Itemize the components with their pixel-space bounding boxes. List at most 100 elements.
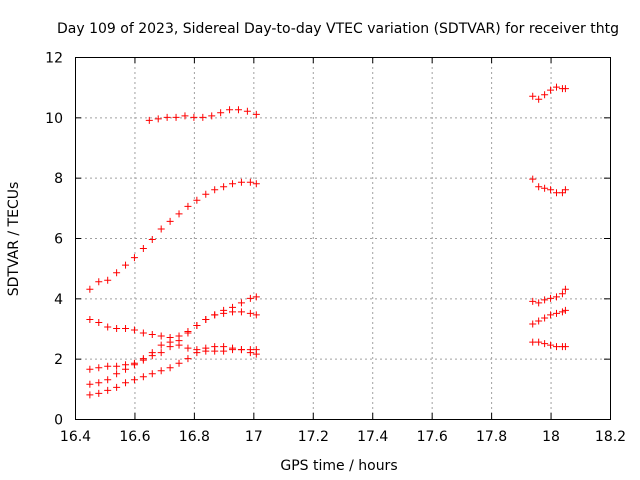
data-point bbox=[541, 314, 549, 322]
x-tick-label: 16.4 bbox=[60, 429, 91, 445]
data-point bbox=[220, 306, 228, 314]
data-point bbox=[529, 338, 537, 346]
data-point bbox=[104, 386, 112, 394]
data-point bbox=[113, 362, 121, 370]
data-point bbox=[553, 309, 560, 317]
data-point bbox=[86, 315, 94, 323]
data-point bbox=[184, 329, 192, 337]
x-tick-label: 18 bbox=[542, 429, 560, 445]
data-point bbox=[157, 332, 165, 340]
data-point bbox=[243, 107, 251, 115]
data-point bbox=[148, 236, 156, 244]
data-point bbox=[190, 113, 198, 121]
data-point bbox=[130, 326, 138, 334]
data-point bbox=[95, 379, 103, 387]
data-point bbox=[561, 285, 569, 293]
data-point bbox=[237, 299, 245, 307]
data-point bbox=[547, 341, 555, 349]
data-marks bbox=[86, 83, 569, 399]
data-point bbox=[252, 110, 260, 118]
data-point bbox=[113, 370, 121, 378]
series-s3 bbox=[86, 178, 260, 293]
data-point bbox=[145, 116, 153, 124]
data-point bbox=[220, 343, 228, 351]
data-point bbox=[237, 178, 245, 186]
data-point bbox=[558, 290, 566, 298]
data-point bbox=[217, 109, 225, 117]
data-point bbox=[113, 269, 121, 277]
y-axis-label: SDTVAR / TECUs bbox=[6, 182, 22, 297]
data-point bbox=[172, 113, 180, 121]
data-point bbox=[139, 373, 147, 381]
data-point bbox=[529, 175, 537, 183]
data-point bbox=[104, 376, 112, 384]
data-point bbox=[535, 317, 543, 325]
data-point bbox=[541, 184, 549, 192]
data-point bbox=[237, 308, 245, 316]
y-tick-label: 6 bbox=[54, 232, 63, 248]
series-s10 bbox=[86, 343, 260, 399]
grid bbox=[75, 57, 610, 419]
data-point bbox=[130, 376, 138, 384]
data-point bbox=[148, 370, 156, 378]
data-point bbox=[148, 352, 156, 360]
data-point bbox=[535, 338, 543, 346]
data-point bbox=[166, 217, 174, 225]
data-point bbox=[175, 337, 183, 345]
data-point bbox=[122, 325, 130, 332]
series-s2 bbox=[529, 83, 569, 103]
data-point bbox=[547, 186, 555, 194]
data-point bbox=[547, 86, 555, 94]
data-point bbox=[252, 350, 260, 358]
data-point bbox=[529, 320, 537, 328]
x-axis-label: GPS time / hours bbox=[280, 458, 397, 474]
data-point bbox=[184, 344, 192, 352]
data-point bbox=[202, 344, 210, 352]
data-point bbox=[86, 365, 94, 373]
data-point bbox=[229, 180, 237, 188]
data-point bbox=[104, 323, 112, 331]
data-point bbox=[234, 106, 242, 114]
series-s11 bbox=[529, 338, 569, 351]
data-point bbox=[154, 115, 162, 123]
data-point bbox=[246, 349, 254, 357]
data-point bbox=[175, 210, 183, 218]
data-point bbox=[157, 225, 165, 233]
data-point bbox=[157, 367, 165, 375]
data-point bbox=[202, 190, 210, 198]
x-tick-label: 17.8 bbox=[476, 429, 507, 445]
data-point bbox=[226, 106, 234, 114]
series-s5 bbox=[86, 308, 260, 342]
x-tick-label: 17.2 bbox=[298, 429, 329, 445]
data-point bbox=[558, 189, 566, 197]
data-point bbox=[113, 325, 121, 332]
data-point bbox=[199, 113, 207, 121]
data-point bbox=[86, 391, 94, 399]
data-point bbox=[553, 83, 560, 91]
series-s7 bbox=[529, 306, 569, 328]
data-point bbox=[86, 285, 94, 293]
data-point bbox=[553, 293, 560, 301]
data-point bbox=[252, 293, 260, 301]
series-s4 bbox=[529, 175, 569, 197]
y-tick-label: 12 bbox=[45, 51, 63, 67]
data-point bbox=[535, 183, 543, 191]
data-point bbox=[95, 318, 103, 326]
data-point bbox=[220, 183, 228, 191]
y-tick-label: 0 bbox=[54, 413, 63, 429]
data-point bbox=[553, 343, 560, 351]
y-tick-label: 10 bbox=[45, 111, 63, 127]
data-point bbox=[193, 349, 201, 357]
data-point bbox=[246, 294, 254, 302]
data-point bbox=[157, 349, 165, 357]
data-point bbox=[561, 343, 569, 351]
data-point bbox=[252, 311, 260, 319]
data-point bbox=[113, 383, 121, 391]
data-point bbox=[202, 315, 210, 323]
data-point bbox=[163, 113, 171, 121]
data-point bbox=[193, 321, 201, 329]
data-point bbox=[95, 364, 103, 372]
data-point bbox=[139, 329, 147, 337]
data-point bbox=[553, 189, 560, 197]
